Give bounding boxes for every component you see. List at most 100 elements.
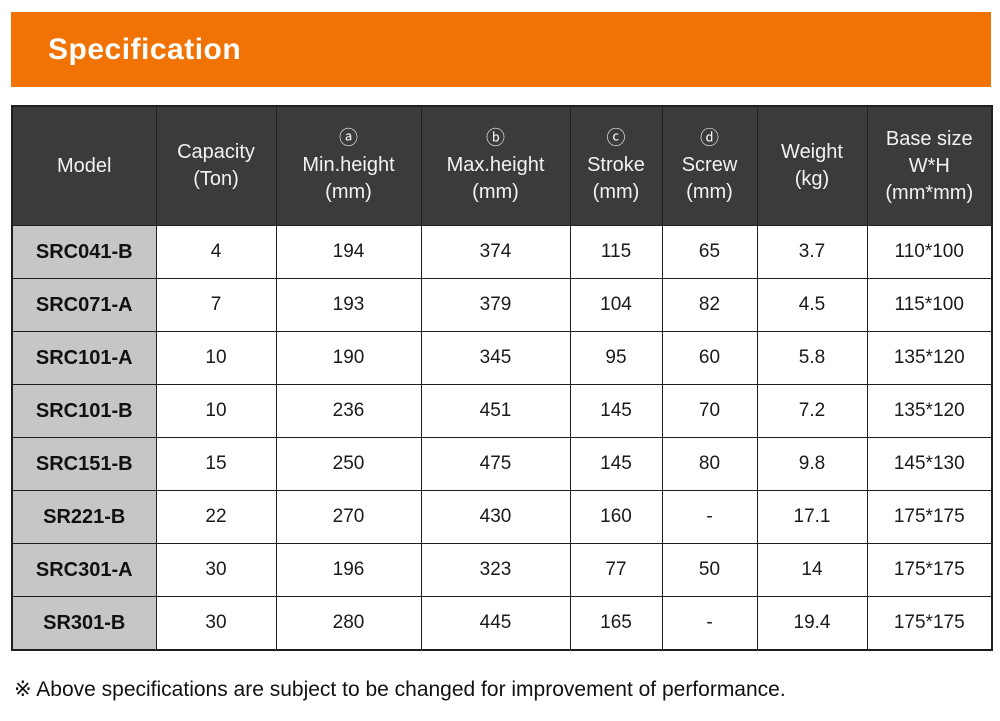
circled-max_height-icon: ⓑ [485, 128, 505, 149]
section-title: Specification [48, 32, 242, 66]
cell-weight: 14 [756, 543, 868, 597]
footnote: ※ Above specifications are subject to be… [14, 678, 786, 701]
cell-weight: 7.2 [756, 384, 868, 438]
cell-capacity: 10 [155, 331, 277, 385]
cell-screw: 80 [661, 437, 758, 491]
header-label-line: Weight [781, 141, 843, 163]
table-row: SR221-B 22 270 430 160-17.1 175*175 [11, 490, 993, 544]
cell-max-height: 323 [420, 543, 571, 597]
cell-stroke: 95 [569, 331, 663, 385]
model-cell: SRC101-B [11, 384, 157, 438]
cell-stroke: 77 [569, 543, 663, 597]
cell-min-height: 270 [275, 490, 422, 544]
model-cell: SRC301-A [11, 543, 157, 597]
header-label-line: Stroke [587, 154, 645, 176]
header-label-line: W*H [908, 154, 950, 177]
column-header-model: Model [11, 105, 157, 226]
cell-capacity: 7 [155, 278, 277, 332]
cell-capacity: 30 [155, 543, 277, 597]
circled-stroke-icon: ⓒ [606, 128, 626, 149]
header-label-line: (kg) [794, 168, 830, 190]
column-header-max-height: ⓑ Max.height (mm) [420, 105, 571, 226]
cell-max-height: 445 [420, 596, 571, 651]
cell-max-height: 475 [420, 437, 571, 491]
header-label-line: (mm) [592, 181, 640, 203]
circled-screw-icon: ⓓ [699, 128, 719, 149]
column-header-min-height: ⓐ Min.height (mm) [275, 105, 422, 226]
header-label-line: (mm) [686, 181, 733, 203]
cell-max-height: 430 [420, 490, 571, 544]
cell-min-height: 190 [275, 331, 422, 385]
cell-screw: 60 [661, 331, 758, 385]
cell-screw: 82 [661, 278, 758, 332]
circled-min_height-icon: ⓐ [338, 128, 358, 149]
cell-base-size: 175*175 [866, 543, 993, 597]
cell-screw: 65 [661, 225, 758, 279]
table-row: SRC151-B 15 250 475 145 80 9.8 145*130 [11, 437, 993, 491]
model-cell: SRC151-B [11, 437, 157, 491]
cell-stroke: 145 [569, 384, 663, 438]
cell-weight: 5.8 [756, 331, 868, 385]
column-header-capacity: Capacity (Ton) [155, 105, 277, 226]
cell-weight: 9.8 [756, 437, 868, 491]
cell-screw: 70 [661, 384, 758, 438]
table-header-row: Model Capacity (Ton) ⓐ Min.height (mm) ⓑ Max.he… [11, 105, 993, 226]
cell-capacity: 15 [155, 437, 277, 491]
cell-min-height: 236 [275, 384, 422, 438]
header-label-line: (mm) [472, 181, 519, 203]
cell-stroke: 165 [569, 596, 663, 651]
cell-stroke: 145 [569, 437, 663, 491]
cell-min-height: 250 [275, 437, 422, 491]
cell-base-size: 135*120 [866, 331, 993, 385]
table-row: SRC101-B 10 236 451 145 70 7.2 135*120 [11, 384, 993, 438]
header-label-line: Capacity [177, 141, 255, 163]
column-header-base-size: Base size W*H (mm*mm) [866, 105, 993, 226]
cell-base-size: 175*175 [866, 490, 993, 544]
cell-max-height: 451 [420, 384, 571, 438]
cell-weight: 4.5 [756, 278, 868, 332]
cell-stroke: 104 [569, 278, 663, 332]
cell-max-height: 379 [420, 278, 571, 332]
table-row: SR301-B 30 280 445 165-19.4 175*175 [11, 596, 993, 651]
column-header-stroke: ⓒ Stroke (mm) [569, 105, 663, 226]
cell-base-size: 115*100 [866, 278, 993, 332]
model-cell: SRC101-A [11, 331, 157, 385]
cell-weight: 19.4 [756, 596, 868, 651]
table-row: SRC301-A 30 196 323 77 50 14 175*175 [11, 543, 993, 597]
header-label-line: Base size [885, 127, 973, 150]
header-label-line: Min.height [302, 154, 395, 176]
cell-stroke: 160 [569, 490, 663, 544]
cell-max-height: 374 [420, 225, 571, 279]
cell-min-height: 280 [275, 596, 422, 651]
cell-stroke: 115 [569, 225, 663, 279]
model-cell: SR301-B [11, 596, 157, 651]
table-row: SRC071-A 7 193 379 104 82 4.5 115*100 [11, 278, 993, 332]
header-label-line: Screw [681, 154, 738, 176]
cell-screw: - [661, 596, 758, 651]
cell-capacity: 10 [155, 384, 277, 438]
cell-min-height: 196 [275, 543, 422, 597]
model-cell: SRC041-B [11, 225, 157, 279]
column-header-weight: Weight (kg) [756, 105, 868, 226]
header-label-line: Max.height [446, 154, 545, 176]
model-cell: SRC071-A [11, 278, 157, 332]
cell-min-height: 193 [275, 278, 422, 332]
cell-weight: 17.1 [756, 490, 868, 544]
header-label-line: Model [57, 154, 112, 177]
header-label-line: (mm*mm) [885, 181, 974, 204]
cell-base-size: 175*175 [866, 596, 993, 651]
header-label-line: (Ton) [193, 168, 239, 190]
cell-base-size: 145*130 [866, 437, 993, 491]
cell-base-size: 135*120 [866, 384, 993, 438]
cell-min-height: 194 [275, 225, 422, 279]
cell-capacity: 30 [155, 596, 277, 651]
column-header-screw: ⓓ Screw (mm) [661, 105, 758, 226]
cell-weight: 3.7 [756, 225, 868, 279]
header-label-line: (mm) [325, 181, 372, 203]
table-row: SRC041-B 4 194 374 115 65 3.7 110*100 [11, 225, 993, 279]
model-cell: SR221-B [11, 490, 157, 544]
cell-screw: 50 [661, 543, 758, 597]
section-header-bar: Specification [11, 12, 991, 87]
cell-max-height: 345 [420, 331, 571, 385]
